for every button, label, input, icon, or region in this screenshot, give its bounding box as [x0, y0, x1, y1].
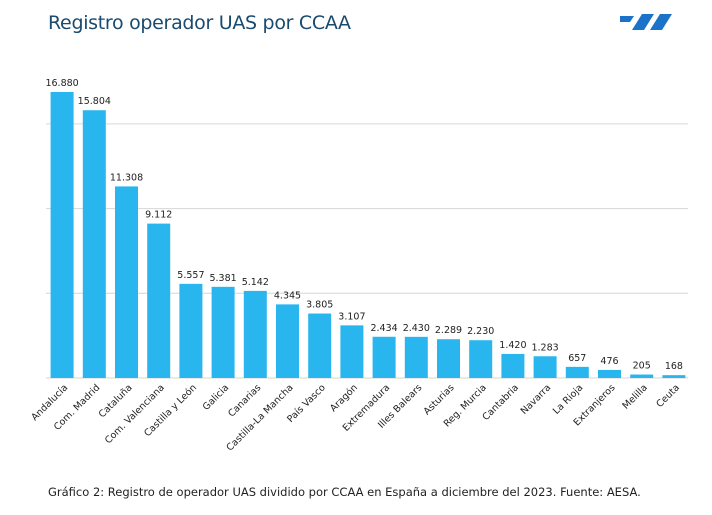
data-label: 1.283 — [531, 342, 558, 353]
data-label: 3.107 — [338, 311, 365, 322]
bar — [662, 375, 686, 378]
bar — [179, 283, 203, 378]
bar — [565, 366, 589, 378]
bar — [533, 356, 557, 378]
data-label: 11.308 — [110, 172, 143, 183]
data-label: 3.805 — [306, 300, 333, 311]
bar — [82, 110, 106, 378]
data-label: 476 — [600, 356, 618, 367]
bar — [115, 186, 138, 378]
data-label: 2.434 — [370, 323, 397, 334]
data-label: 2.230 — [467, 326, 494, 337]
bar — [598, 369, 621, 378]
bar — [437, 339, 460, 378]
data-label: 2.289 — [435, 325, 462, 336]
bar — [308, 313, 332, 378]
data-label: 15.804 — [78, 96, 111, 107]
bar — [372, 336, 396, 378]
data-label: 205 — [633, 361, 651, 372]
data-label: 2.430 — [403, 323, 430, 334]
chart-caption: Gráfico 2: Registro de operador UAS divi… — [48, 485, 641, 499]
data-label: 4.345 — [274, 290, 301, 301]
bar — [501, 353, 525, 378]
bar — [243, 290, 267, 378]
data-label: 1.420 — [499, 340, 526, 351]
logo-stripe — [620, 16, 634, 22]
x-tick-label: Ceuta — [654, 382, 682, 410]
bar — [469, 340, 493, 378]
brand-stripes-icon — [620, 14, 672, 30]
x-tick-label: Com. Valenciana — [103, 382, 167, 446]
data-label: 5.381 — [209, 273, 236, 284]
data-label: 16.880 — [45, 78, 78, 89]
bar — [147, 223, 171, 378]
data-label: 168 — [665, 361, 683, 372]
data-label: 9.112 — [145, 210, 172, 221]
bar — [340, 325, 364, 378]
bar — [630, 374, 654, 378]
data-label: 657 — [568, 353, 586, 364]
bar — [276, 304, 299, 378]
data-label: 5.557 — [177, 270, 204, 281]
bar — [211, 286, 235, 378]
x-tick-label: Aragón — [328, 382, 360, 414]
x-tick-label: Galicia — [201, 382, 232, 413]
bar — [50, 92, 74, 378]
data-label: 5.142 — [242, 277, 269, 288]
logo-stripe — [632, 14, 654, 30]
chart-title: Registro operador UAS por CCAA — [48, 12, 351, 34]
x-tick-label: Melilla — [621, 382, 650, 411]
bar — [404, 336, 428, 378]
logo-stripe — [650, 14, 672, 30]
x-tick-label: Navarra — [519, 382, 554, 417]
